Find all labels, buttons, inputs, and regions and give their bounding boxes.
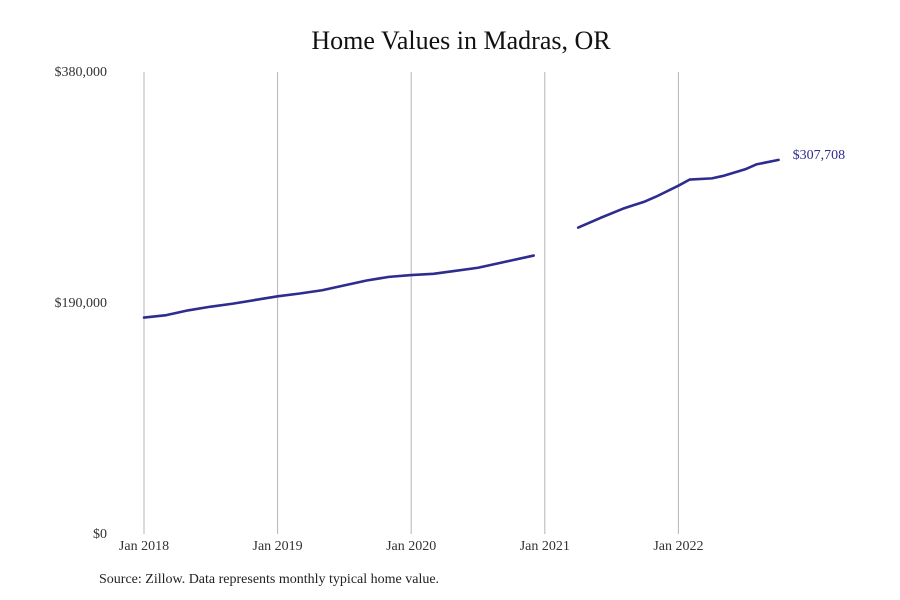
x-tick-label: Jan 2021 [520, 539, 570, 554]
x-tick-label: Jan 2019 [253, 539, 303, 554]
x-tick-label: Jan 2018 [119, 539, 169, 554]
end-value-label: $307,708 [793, 148, 846, 163]
series-line-segment [142, 254, 535, 319]
y-tick-label: $380,000 [55, 65, 108, 80]
y-tick-label: $190,000 [55, 296, 108, 311]
y-tick-label: $0 [93, 527, 107, 542]
x-tick-label: Jan 2022 [653, 539, 703, 554]
chart-title: Home Values in Madras, OR [311, 26, 611, 55]
source-note: Source: Zillow. Data represents monthly … [99, 572, 440, 587]
series-line-segment [576, 158, 780, 229]
x-tick-label: Jan 2020 [386, 539, 436, 554]
